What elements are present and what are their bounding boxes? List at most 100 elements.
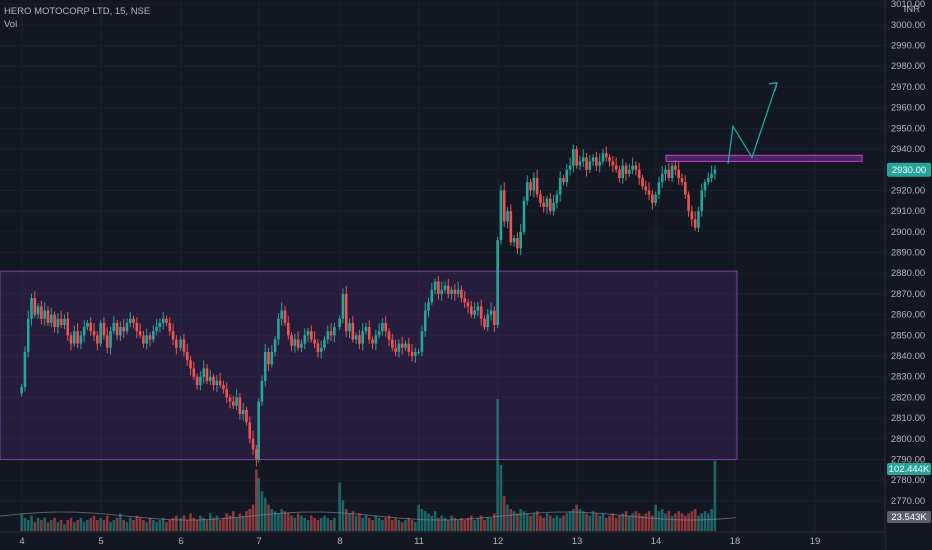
candle-body	[109, 331, 112, 348]
candle-body	[69, 335, 73, 344]
volume-bar	[132, 520, 135, 531]
volume-bar	[168, 520, 172, 531]
volume-bar	[171, 517, 175, 531]
volume-bar	[179, 517, 182, 531]
volume-bar	[542, 517, 546, 531]
volume-average-line	[0, 511, 737, 521]
volume-bar	[450, 515, 453, 531]
price-tick-label: 3010.00	[891, 0, 925, 10]
volume-bar	[232, 511, 235, 531]
candle-body	[660, 173, 664, 183]
price-axis[interactable]: 3010.00 3000.00 2990.00 2980.00 2970.00 2960.…	[891, 0, 925, 507]
candle-body	[92, 331, 96, 336]
price-tick-label: 2780.00	[891, 475, 925, 486]
candle-body	[232, 401, 235, 406]
volume-bar	[539, 515, 542, 531]
volume-bar	[466, 517, 470, 531]
last-price-label: 2930.00	[892, 165, 926, 176]
candle-body	[450, 289, 453, 294]
volume-bar	[306, 520, 310, 531]
candle-body	[522, 200, 526, 232]
volume-bar	[588, 515, 592, 531]
candle-body	[138, 331, 142, 336]
candle-body	[637, 169, 641, 179]
volume-bar	[329, 520, 333, 531]
candle-body	[303, 335, 307, 344]
volume-bar	[212, 517, 215, 531]
price-tick-label: 2790.00	[891, 455, 925, 466]
volume-bar	[338, 482, 341, 531]
candle-body	[185, 351, 189, 361]
volume-bar	[641, 515, 644, 531]
candle-body	[182, 339, 186, 352]
volume-bar	[99, 517, 102, 531]
candle-body	[683, 182, 687, 195]
volume-bar	[283, 511, 287, 531]
volume-bar	[400, 522, 404, 531]
candle-body	[575, 149, 578, 166]
candle-body	[568, 165, 572, 170]
volume-bar	[313, 517, 316, 531]
volume-bar	[185, 520, 189, 531]
volume-bar	[608, 515, 611, 531]
candle-body	[155, 327, 158, 332]
volume-bar	[270, 509, 274, 531]
candle-body	[86, 322, 89, 328]
candle-body	[270, 351, 274, 365]
volume-bar	[493, 513, 496, 531]
volume-bar	[152, 520, 155, 531]
volume-bar	[433, 511, 437, 531]
candle-body	[420, 331, 424, 352]
candle-body	[222, 385, 225, 390]
time-tick-label: 6	[178, 536, 183, 547]
candle-body	[245, 409, 248, 423]
price-axis-panel[interactable]	[885, 0, 932, 550]
volume-bar	[657, 511, 661, 531]
volume-bar	[351, 511, 355, 531]
volume-indicator-label[interactable]: Vol	[4, 19, 18, 30]
candle-body	[248, 422, 252, 439]
candle-body	[364, 327, 368, 332]
time-axis[interactable]: 4 5 6 7 8 11 12 13 14 18 19	[19, 536, 820, 547]
volume-bar	[267, 504, 270, 531]
candle-body	[677, 169, 680, 179]
volume-bar	[161, 517, 165, 531]
volume-bar	[26, 520, 30, 531]
candle-body	[463, 298, 467, 303]
candle-body	[506, 211, 509, 222]
symbol-title[interactable]: HERO MOTOCORP LTD, 15, NSE	[4, 6, 151, 17]
candle-body	[161, 318, 165, 323]
candle-body	[300, 343, 303, 348]
candle-body	[316, 343, 320, 352]
volume-bar	[644, 513, 648, 531]
price-tick-label: 2880.00	[891, 268, 925, 279]
volume-bar	[585, 513, 588, 531]
volume-bar	[23, 517, 27, 531]
candle-body	[608, 157, 611, 162]
candle-body	[476, 306, 480, 311]
time-axis-panel[interactable]	[0, 532, 885, 550]
volume-bar	[119, 513, 122, 531]
candle-body	[690, 211, 694, 220]
candle-body	[391, 339, 394, 348]
volume-bar	[235, 517, 238, 531]
volume-bar	[614, 517, 618, 531]
time-tick-label: 19	[810, 536, 821, 547]
volume-bar	[43, 517, 46, 531]
volume-bar	[109, 522, 112, 531]
volume-bar	[499, 465, 503, 531]
candle-body	[453, 289, 457, 294]
time-tick-label: 7	[256, 536, 261, 547]
candle-body	[329, 331, 333, 336]
candle-body	[433, 281, 437, 290]
time-tick-label: 4	[19, 536, 24, 547]
price-tick-label: 2860.00	[891, 310, 925, 321]
candle-body	[115, 322, 119, 336]
candle-body	[319, 347, 323, 352]
candle-body	[473, 310, 476, 315]
volume-bar	[135, 515, 139, 531]
candle-body	[313, 339, 316, 344]
volume-bar	[529, 515, 532, 531]
volume-bar	[624, 511, 628, 531]
